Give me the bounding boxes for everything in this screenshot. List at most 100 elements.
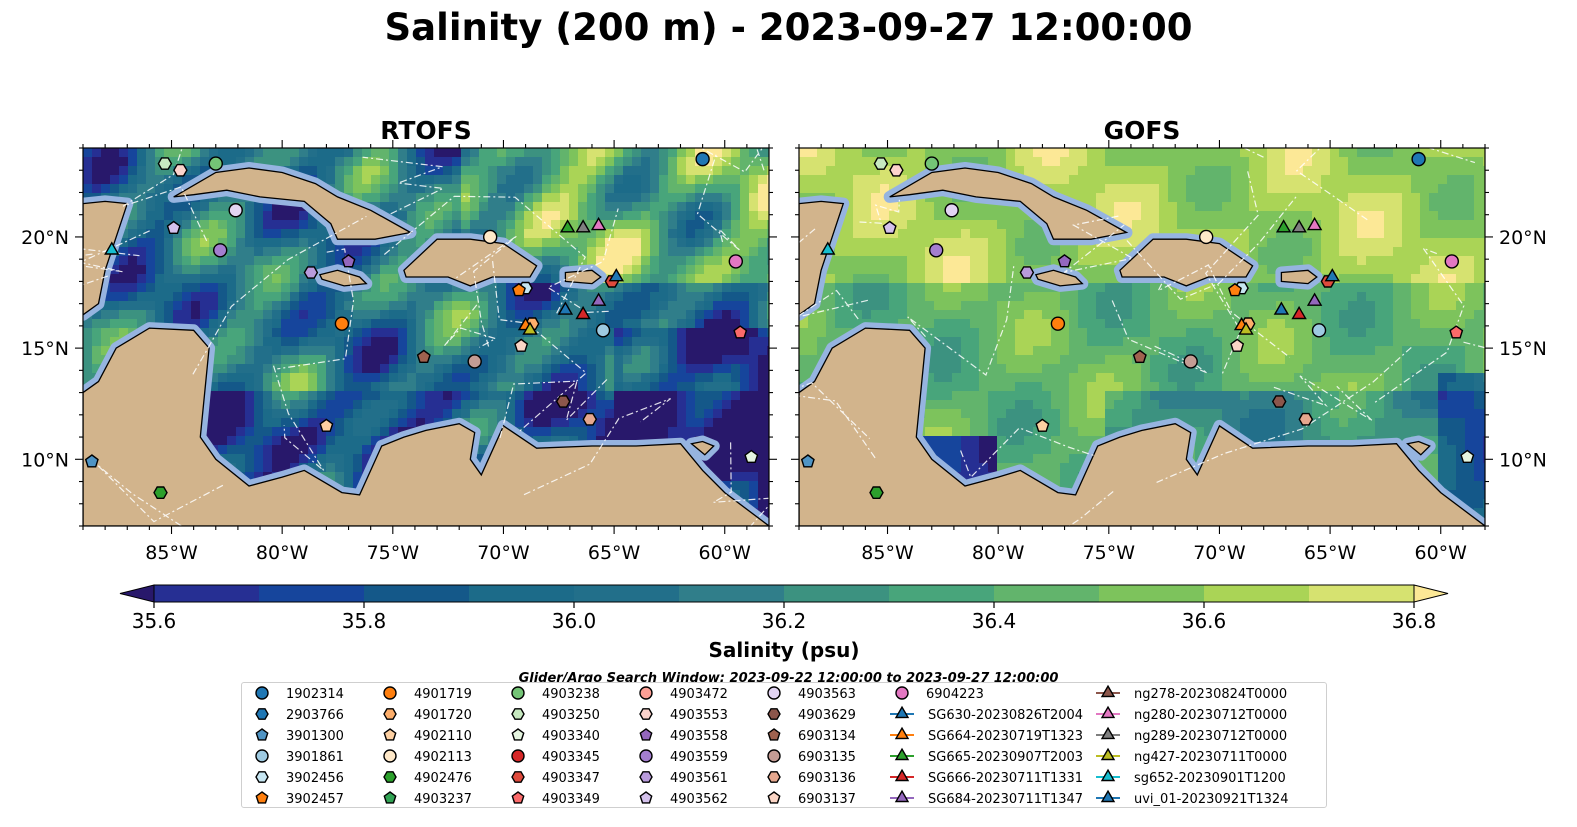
marker-4903629	[1271, 395, 1287, 408]
marker-4903563	[228, 203, 243, 218]
marker-6903137	[1230, 338, 1245, 352]
legend-label: 4903558	[670, 729, 728, 744]
legend-entry: ng280-20230712T0000	[1096, 705, 1287, 723]
marker-ng289-20230712t0000	[1291, 219, 1307, 233]
colorbar-segment	[1309, 585, 1415, 602]
legend-circle-icon	[383, 686, 397, 700]
legend-entry: 4903340	[511, 728, 600, 744]
marker-6903134	[1132, 349, 1147, 364]
marker-4902476	[153, 486, 168, 499]
legend-hexagon-icon	[767, 708, 781, 720]
colorbar-min-extend	[119, 584, 155, 603]
marker-4902113	[482, 229, 498, 245]
lat-tick-label: 10°N	[1499, 449, 1547, 471]
legend-entry: 3902456	[255, 771, 344, 786]
colorbar-tick-label: 35.8	[342, 609, 387, 633]
marker-4903562	[882, 220, 897, 235]
marker-6903135	[467, 354, 482, 369]
legend-circle-icon	[895, 686, 909, 700]
legend-triangle-icon	[894, 789, 910, 803]
marker-ng280-20230712t0000	[590, 216, 607, 231]
legend-entry: SG665-20230907T2003	[890, 747, 1083, 765]
legend-label: 4902113	[414, 750, 472, 765]
marker-4903629	[555, 395, 571, 408]
legend-entry: 4901719	[383, 686, 472, 702]
legend-pentagon-icon	[255, 791, 269, 804]
legend-label: 4903472	[670, 687, 728, 702]
legend-entry: SG630-20230826T2004	[890, 705, 1083, 723]
legend-circle-icon	[767, 749, 781, 763]
marker-ng289-20230712t0000	[575, 219, 591, 233]
marker-4903238	[208, 156, 223, 171]
legend-label: 3901861	[286, 750, 344, 765]
legend-circle-icon	[255, 749, 269, 763]
legend-entry: 3901300	[255, 728, 344, 744]
legend-entry: 4903347	[511, 771, 600, 786]
marker-sg666-20230711t1331	[1291, 305, 1307, 320]
salinity-colorbar: 35.6 35.8 36.0 36.2 36.4 36.6 36.8 Salinity (ps…	[119, 584, 1449, 662]
panel-title: RTOFS	[380, 116, 472, 145]
legend-entry: 4903472	[639, 686, 728, 702]
legend-entry: 4903553	[639, 708, 728, 723]
marker-6903137	[514, 338, 529, 352]
legend-entry: 6904223	[895, 686, 984, 702]
legend-label: 3902457	[286, 792, 344, 807]
legend-pentagon-icon	[767, 791, 781, 804]
map-axes: 85°W 80°W 75°W 70°W 65°W 60°W 10°N 15°N 20°N	[21, 140, 777, 564]
legend-hexagon-icon	[511, 771, 525, 783]
legend-entry: 6903136	[767, 771, 856, 786]
marker-uvi_01-20230921t1324	[608, 268, 625, 282]
marker-sg684-20230711t1347	[1306, 292, 1323, 306]
legend-circle-icon	[511, 749, 525, 763]
legend-label: 4901720	[414, 708, 472, 723]
colorbar-tick-label: 36.8	[1392, 609, 1437, 633]
legend-entry: SG666-20230711T1331	[890, 768, 1083, 786]
lon-tick-label: 85°W	[145, 542, 198, 564]
legend-hexagon-icon	[511, 708, 525, 720]
marker-sg652-20230901t1200	[820, 241, 836, 255]
legend-triangle-icon	[1100, 768, 1116, 782]
figure-title: Salinity (200 m) - 2023-09-27 12:00:00	[384, 6, 1193, 49]
legend-pentagon-icon	[639, 728, 653, 741]
legend-pentagon-icon	[511, 728, 525, 741]
legend-entry: 4903238	[511, 686, 600, 702]
legend-circle-icon	[639, 749, 653, 763]
legend-label: 1902314	[286, 687, 344, 702]
legend-entry: SG664-20230719T1323	[890, 726, 1083, 744]
lon-tick-label: 80°W	[972, 542, 1025, 564]
legend-entry: 4903562	[639, 791, 728, 807]
legend-label: 4903562	[670, 792, 728, 807]
marker-4903561	[303, 266, 319, 279]
colorbar-segment	[1204, 585, 1310, 602]
lon-tick-label: 80°W	[256, 542, 309, 564]
legend-hexagon-icon	[383, 771, 397, 783]
legend-label: sg652-20230901T1200	[1134, 771, 1286, 786]
colorbar-segment	[1099, 585, 1205, 602]
panel-title: GOFS	[1104, 116, 1181, 145]
map-frame	[798, 147, 1486, 527]
marker-sg666-20230711t1331	[575, 305, 591, 320]
lon-tick-label: 65°W	[588, 542, 641, 564]
legend-label: uvi_01-20230921T1324	[1134, 792, 1288, 807]
legend-hexagon-icon	[255, 708, 269, 720]
legend-entry: 4902113	[383, 749, 472, 765]
legend-label: 6903136	[798, 771, 856, 786]
legend-entry: 4903629	[767, 708, 856, 723]
lat-tick-label: 10°N	[21, 449, 69, 471]
marker-3901861	[595, 323, 611, 338]
legend-entry: 4903561	[639, 771, 728, 786]
legend-pentagon-icon	[511, 791, 525, 804]
marker-4903558	[341, 254, 356, 268]
legend-label: 4903238	[542, 687, 600, 702]
legend-entry: 2903766	[255, 708, 344, 723]
legend-label: 3902456	[286, 771, 344, 786]
marker-4903561	[1019, 266, 1035, 279]
legend-label: SG665-20230907T2003	[928, 750, 1083, 765]
marker-6904223	[728, 254, 744, 269]
marker-sg684-20230711t1347	[590, 292, 607, 306]
legend-entry: 4903563	[767, 686, 856, 702]
marker-6903136	[1298, 412, 1314, 426]
legend-label: 4903349	[542, 792, 600, 807]
legend-hexagon-icon	[255, 771, 269, 783]
legend-pentagon-icon	[639, 791, 653, 804]
